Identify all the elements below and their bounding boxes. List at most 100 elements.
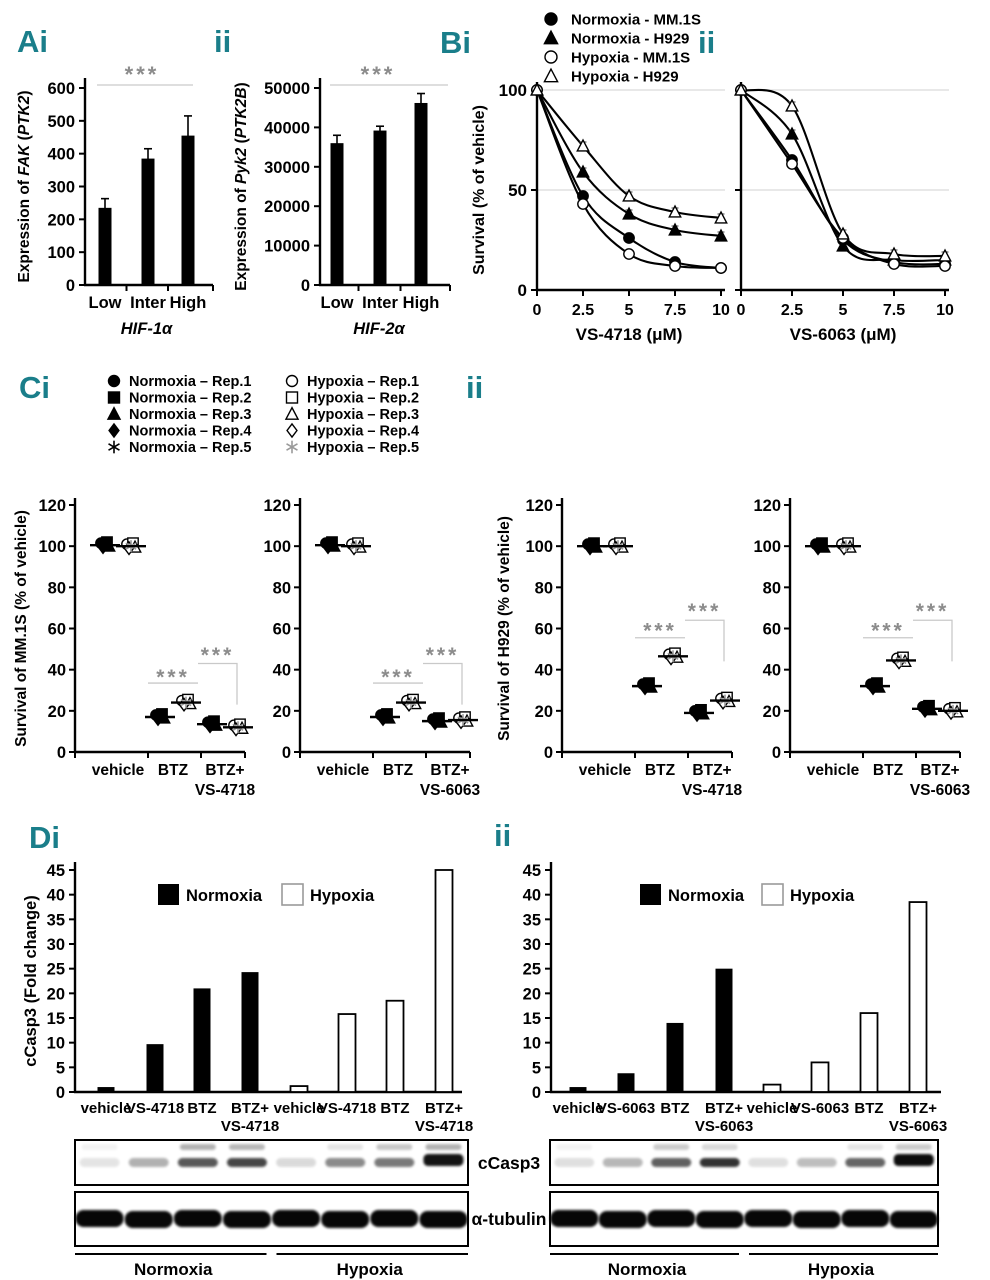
svg-text:HIF-2α: HIF-2α xyxy=(353,320,405,338)
svg-text:VS-6063: VS-6063 xyxy=(791,1100,849,1117)
svg-text:Normoxia: Normoxia xyxy=(668,887,745,905)
svg-text:Normoxia: Normoxia xyxy=(186,887,263,905)
svg-text:BTZ+: BTZ+ xyxy=(920,762,959,779)
svg-text:BTZ+: BTZ+ xyxy=(231,1100,269,1117)
svg-text:0: 0 xyxy=(56,1084,65,1102)
svg-text:***: *** xyxy=(916,600,950,623)
svg-text:vehicle: vehicle xyxy=(747,1100,798,1117)
svg-text:***: *** xyxy=(426,644,460,667)
svg-text:300: 300 xyxy=(47,179,75,197)
svg-text:BTZ: BTZ xyxy=(645,762,676,779)
svg-text:vehicle: vehicle xyxy=(81,1100,132,1117)
svg-text:120: 120 xyxy=(38,497,66,515)
panel-label-bi: Bi xyxy=(440,25,471,60)
svg-text:40: 40 xyxy=(535,662,553,680)
svg-text:100: 100 xyxy=(38,538,66,556)
legend-b: Normoxia - MM.1S Normoxia - H929 Hypoxia -… xyxy=(543,12,701,86)
svg-text:40: 40 xyxy=(523,887,541,905)
svg-text:20: 20 xyxy=(273,703,291,721)
svg-text:BTZ+: BTZ+ xyxy=(705,1100,743,1117)
svg-text:20: 20 xyxy=(763,703,781,721)
svg-text:10000: 10000 xyxy=(264,238,310,256)
svg-text:5: 5 xyxy=(532,1059,541,1077)
svg-text:vehicle: vehicle xyxy=(317,762,370,779)
svg-text:vehicle: vehicle xyxy=(553,1100,604,1117)
svg-text:5: 5 xyxy=(839,302,848,319)
svg-text:0: 0 xyxy=(301,277,310,295)
svg-text:40000: 40000 xyxy=(264,119,310,137)
blot-i: Normoxia Hypoxia xyxy=(74,1139,469,1279)
svg-text:60: 60 xyxy=(763,621,781,639)
svg-text:High: High xyxy=(170,294,207,312)
svg-text:High: High xyxy=(403,294,440,312)
svg-text:45: 45 xyxy=(47,862,65,880)
svg-text:vehicle: vehicle xyxy=(92,762,145,779)
svg-text:Hypoxia – Rep.4: Hypoxia – Rep.4 xyxy=(307,424,419,440)
svg-text:15: 15 xyxy=(47,1010,65,1028)
svg-text:Low: Low xyxy=(89,294,122,312)
svg-text:Hypoxia – Rep.5: Hypoxia – Rep.5 xyxy=(307,440,419,456)
svg-text:80: 80 xyxy=(273,579,291,597)
svg-text:100: 100 xyxy=(753,538,781,556)
svg-text:Normoxia: Normoxia xyxy=(134,1260,213,1279)
svg-text:BTZ: BTZ xyxy=(854,1100,883,1117)
svg-text:Hypoxia: Hypoxia xyxy=(310,887,375,905)
svg-text:50000: 50000 xyxy=(264,80,310,98)
svg-text:Normoxia – Rep.1: Normoxia – Rep.1 xyxy=(129,374,252,390)
svg-text:Survival of H929 (% of vehicle: Survival of H929 (% of vehicle) xyxy=(496,516,513,741)
svg-text:Normoxia – Rep.4: Normoxia – Rep.4 xyxy=(129,424,252,440)
svg-text:7.5: 7.5 xyxy=(664,302,686,319)
svg-text:VS-4718 (μM): VS-4718 (μM) xyxy=(576,325,683,344)
svg-text:***: *** xyxy=(688,600,722,623)
svg-text:20: 20 xyxy=(523,985,541,1003)
svg-text:BTZ: BTZ xyxy=(383,762,414,779)
panel-label-aii: ii xyxy=(214,24,232,59)
svg-text:VS-4718: VS-4718 xyxy=(195,782,256,799)
svg-text:Hypoxia: Hypoxia xyxy=(337,1260,404,1279)
panel-label-bii: ii xyxy=(698,25,716,60)
svg-text:20: 20 xyxy=(48,703,66,721)
svg-text:Hypoxia – Rep.2: Hypoxia – Rep.2 xyxy=(307,391,419,407)
svg-text:25: 25 xyxy=(47,961,65,979)
svg-text:2.5: 2.5 xyxy=(781,302,803,319)
svg-text:100: 100 xyxy=(263,538,291,556)
svg-text:100: 100 xyxy=(525,538,553,556)
svg-text:2.5: 2.5 xyxy=(572,302,594,319)
svg-text:VS-6063: VS-6063 xyxy=(910,782,971,799)
svg-text:Survival (% of vehicle): Survival (% of vehicle) xyxy=(471,105,488,275)
svg-text:BTZ+: BTZ+ xyxy=(205,762,244,779)
svg-text:Inter: Inter xyxy=(130,294,166,312)
svg-text:100: 100 xyxy=(47,244,75,262)
svg-text:0: 0 xyxy=(544,744,553,762)
svg-text:0: 0 xyxy=(772,744,781,762)
svg-text:Low: Low xyxy=(321,294,354,312)
svg-text:40: 40 xyxy=(273,662,291,680)
svg-text:BTZ: BTZ xyxy=(873,762,904,779)
svg-text:BTZ+: BTZ+ xyxy=(692,762,731,779)
svg-text:***: *** xyxy=(871,619,905,642)
svg-text:VS-6063: VS-6063 xyxy=(889,1118,947,1135)
svg-text:Hypoxia – Rep.3: Hypoxia – Rep.3 xyxy=(307,407,419,423)
panel-label-ai: Ai xyxy=(17,24,48,59)
svg-text:80: 80 xyxy=(763,579,781,597)
chart-Cii2: 0 20 40 60 80 100 120 vehicle BTZ BTZ+ VS-6063 *** *… xyxy=(753,497,970,799)
svg-text:α-tubulin: α-tubulin xyxy=(472,1209,547,1229)
svg-text:***: *** xyxy=(201,644,235,667)
svg-text:100: 100 xyxy=(499,81,527,100)
panel-label-ci: Ci xyxy=(19,370,50,405)
svg-text:40: 40 xyxy=(48,662,66,680)
svg-text:Expression of FAK (PTK2): Expression of FAK (PTK2) xyxy=(16,90,33,282)
svg-text:80: 80 xyxy=(48,579,66,597)
chart-Cii1: 0 20 40 60 80 100 120 vehicle BTZ BTZ+ VS-4718 *** *… xyxy=(496,497,743,799)
svg-text:0: 0 xyxy=(518,281,527,300)
svg-text:BTZ: BTZ xyxy=(187,1100,216,1117)
svg-text:35: 35 xyxy=(47,911,65,929)
svg-text:BTZ: BTZ xyxy=(158,762,189,779)
panel-label-dii: ii xyxy=(494,818,512,853)
svg-text:VS-6063: VS-6063 xyxy=(597,1100,655,1117)
svg-text:10: 10 xyxy=(47,1035,65,1053)
svg-text:BTZ+: BTZ+ xyxy=(899,1100,937,1117)
